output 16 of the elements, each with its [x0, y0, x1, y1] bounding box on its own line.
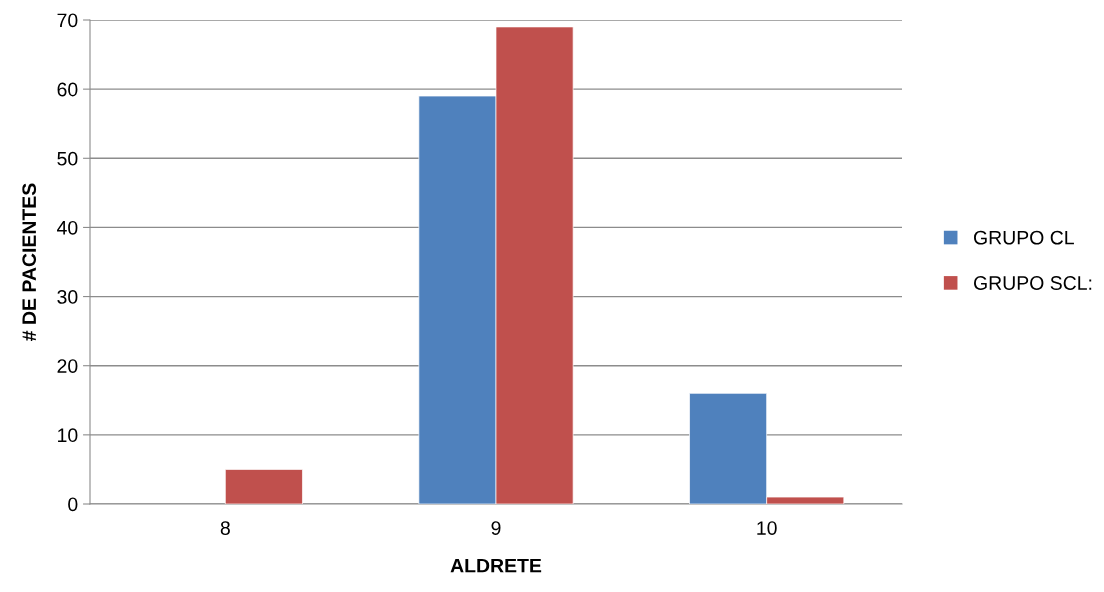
y-tick-label: 10	[58, 428, 78, 443]
bar	[224, 469, 303, 504]
y-tick-label: 20	[57, 359, 78, 373]
y-tick-label: 30	[57, 290, 78, 304]
y-tick-label: 70	[57, 13, 78, 28]
y-axis-title: # DE PACIENTES	[22, 183, 37, 341]
x-tick-label: 8	[220, 521, 230, 535]
y-tick-label: 0	[68, 497, 78, 512]
legend-label: GRUPO CL	[974, 230, 1074, 245]
x-tick-label: 9	[491, 521, 501, 535]
y-tick-label: 40	[57, 220, 78, 235]
y-tick-label: 60	[57, 82, 78, 97]
y-tick-label: 50	[57, 151, 78, 166]
x-tick-label: 10	[757, 521, 777, 535]
x-axis-title: ALDRETE	[450, 558, 542, 573]
legend-label: GRUPO SCL:	[974, 276, 1092, 290]
